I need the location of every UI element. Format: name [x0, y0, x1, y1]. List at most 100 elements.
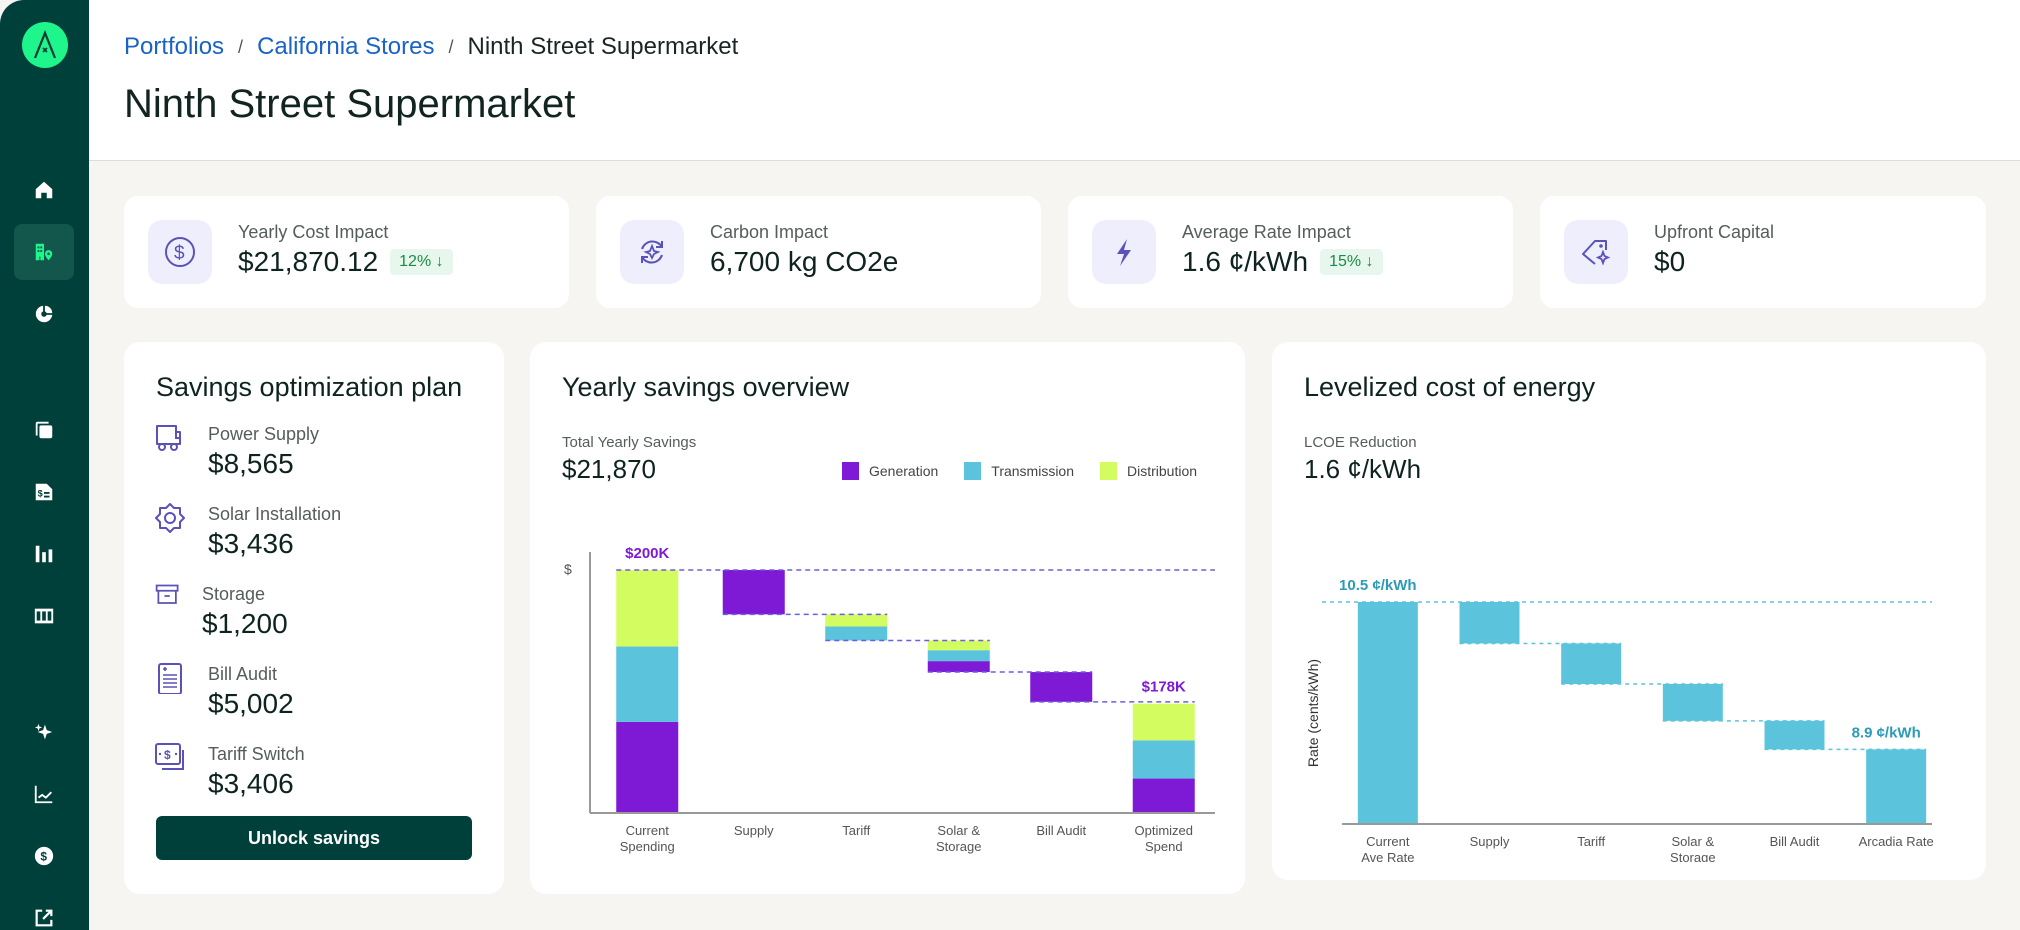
- arcadia-logo-icon: [33, 30, 57, 59]
- plan-item-value: $5,002: [208, 688, 294, 719]
- bar-segment-generation: [927, 661, 990, 673]
- bar-segment-distribution: [616, 570, 679, 647]
- data-label: $178K: [1142, 679, 1186, 696]
- pie-chart-icon: [35, 305, 53, 323]
- page-title: Ninth Street Supermarket: [124, 82, 576, 126]
- legend-swatch: [1100, 462, 1118, 480]
- sidebar: $ $: [0, 0, 89, 930]
- svg-text:$: $: [40, 850, 47, 864]
- legend-item-distribution: Distribution: [1100, 462, 1197, 480]
- plan-item-value: $1,200: [202, 608, 288, 639]
- money-stack-icon: $: [155, 743, 184, 770]
- bar-step: [1764, 720, 1825, 750]
- card-title: Yearly savings overview: [562, 372, 850, 402]
- sidebar-item-home[interactable]: [14, 162, 74, 218]
- data-label: 10.5 ¢/kWh: [1339, 577, 1417, 594]
- data-label: $200K: [625, 545, 669, 562]
- bar-total: [1357, 602, 1418, 824]
- breadcrumb-current: Ninth Street Supermarket: [467, 33, 739, 60]
- change-badge: 12% ↓: [390, 249, 453, 275]
- home-icon: [35, 181, 53, 199]
- truck-icon: [156, 425, 181, 451]
- bar-segment-distribution: [927, 640, 990, 651]
- sidebar-item-bills[interactable]: $: [14, 464, 74, 520]
- kpi-icon-box: [1092, 220, 1156, 284]
- plan-item-value: $8,565: [208, 448, 294, 479]
- x-tick-label: Storage: [1670, 850, 1716, 862]
- columns-icon: [34, 608, 54, 624]
- yearly-savings-card: Yearly savings overview Total Yearly Sav…: [530, 342, 1245, 894]
- legend-item-transmission: Transmission: [964, 462, 1074, 480]
- kpi-carbon-impact: Carbon Impact 6,700 kg CO2e: [596, 196, 1041, 308]
- bar-chart-icon: [35, 545, 53, 563]
- total-savings-value: $21,870: [562, 454, 656, 484]
- legend-swatch: [842, 462, 859, 480]
- x-tick-label: Arcadia Rate: [1859, 834, 1934, 849]
- total-savings-label: Total Yearly Savings: [562, 434, 697, 451]
- line-chart-icon: [34, 785, 53, 804]
- lightning-icon: [1117, 239, 1131, 266]
- kpi-value: 6,700 kg CO2e: [710, 246, 899, 277]
- unlock-savings-button[interactable]: Unlock savings: [156, 816, 472, 860]
- kpi-icon-box: $: [148, 220, 212, 284]
- refresh-sparkle-icon: [641, 240, 663, 264]
- dollar-circle-icon: $: [34, 846, 54, 866]
- breadcrumb-separator: /: [238, 36, 244, 57]
- kpi-label: Upfront Capital: [1654, 222, 1775, 242]
- bar-segment-distribution: [825, 614, 888, 627]
- kpi-icon-box: [1564, 220, 1628, 284]
- lcoe-card: Levelized cost of energy LCOE Reduction …: [1272, 342, 1986, 880]
- tag-sparkle-icon: [1582, 240, 1611, 266]
- kpi-label: Average Rate Impact: [1182, 222, 1351, 242]
- logo[interactable]: [22, 22, 68, 68]
- plan-item-label: Solar Installation: [208, 504, 342, 524]
- bar-segment-generation: [1132, 778, 1195, 813]
- lcoe-waterfall-chart: Rate (cents/kWh) 10.5 ¢/kWh 8.9 ¢/kWh Curre…: [1305, 577, 1934, 862]
- sidebar-item-payments[interactable]: $: [14, 828, 74, 884]
- invoice-dollar-icon: $: [35, 483, 53, 501]
- x-tick-label: Storage: [936, 839, 982, 854]
- bar-segment-generation: [1030, 672, 1093, 702]
- dollar-circle-icon: $: [165, 237, 195, 267]
- sidebar-item-table[interactable]: [14, 588, 74, 644]
- building-location-icon: [35, 243, 53, 261]
- sidebar-item-sites[interactable]: [14, 224, 74, 280]
- sun-gear-icon: [155, 503, 185, 533]
- x-tick-label: Bill Audit: [1036, 823, 1086, 838]
- kpi-yearly-cost-impact: $ Yearly Cost Impact $21,870.12 12% ↓: [124, 196, 569, 308]
- y-axis-label: $: [564, 561, 572, 577]
- x-tick-label: Current: [626, 823, 670, 838]
- x-tick-label: Spending: [620, 839, 675, 854]
- bar-segment-generation: [616, 721, 679, 813]
- x-tick-label: Solar &: [1672, 834, 1715, 849]
- breadcrumb-portfolios[interactable]: Portfolios: [124, 33, 225, 60]
- card-title: Levelized cost of energy: [1304, 372, 1596, 402]
- legend-label: Transmission: [991, 463, 1075, 479]
- change-badge: 15% ↓: [1320, 249, 1383, 275]
- legend-label: Distribution: [1127, 463, 1198, 479]
- savings-plan-card: Savings optimization plan Power Supply $…: [124, 342, 504, 894]
- kpi-average-rate-impact: Average Rate Impact 1.6 ¢/kWh 15% ↓: [1068, 196, 1513, 308]
- sidebar-item-analytics[interactable]: [14, 286, 74, 342]
- sidebar-item-trends[interactable]: [14, 766, 74, 822]
- copy-icon: [35, 421, 53, 439]
- sidebar-item-external[interactable]: [14, 890, 74, 930]
- archive-box-icon: [155, 584, 179, 604]
- sidebar-item-reports[interactable]: [14, 526, 74, 582]
- sidebar-item-insights[interactable]: [14, 704, 74, 760]
- sidebar-item-copies[interactable]: [14, 402, 74, 458]
- bar-total: [1866, 749, 1927, 824]
- plan-item-value: $3,406: [208, 768, 294, 799]
- x-tick-label: Ave Rate: [1361, 850, 1414, 862]
- sparkle-icon: [34, 723, 53, 740]
- breadcrumb-california-stores[interactable]: California Stores: [257, 33, 435, 60]
- bar-segment-transmission: [825, 626, 888, 641]
- bar-segment-generation: [722, 570, 785, 615]
- svg-text:$: $: [164, 748, 171, 762]
- x-tick-label: Optimized: [1134, 823, 1193, 838]
- kpi-value: 1.6 ¢/kWh: [1182, 246, 1309, 277]
- plan-item-label: Storage: [202, 584, 266, 604]
- breadcrumb-separator: /: [448, 36, 454, 57]
- svg-text:$: $: [38, 489, 43, 499]
